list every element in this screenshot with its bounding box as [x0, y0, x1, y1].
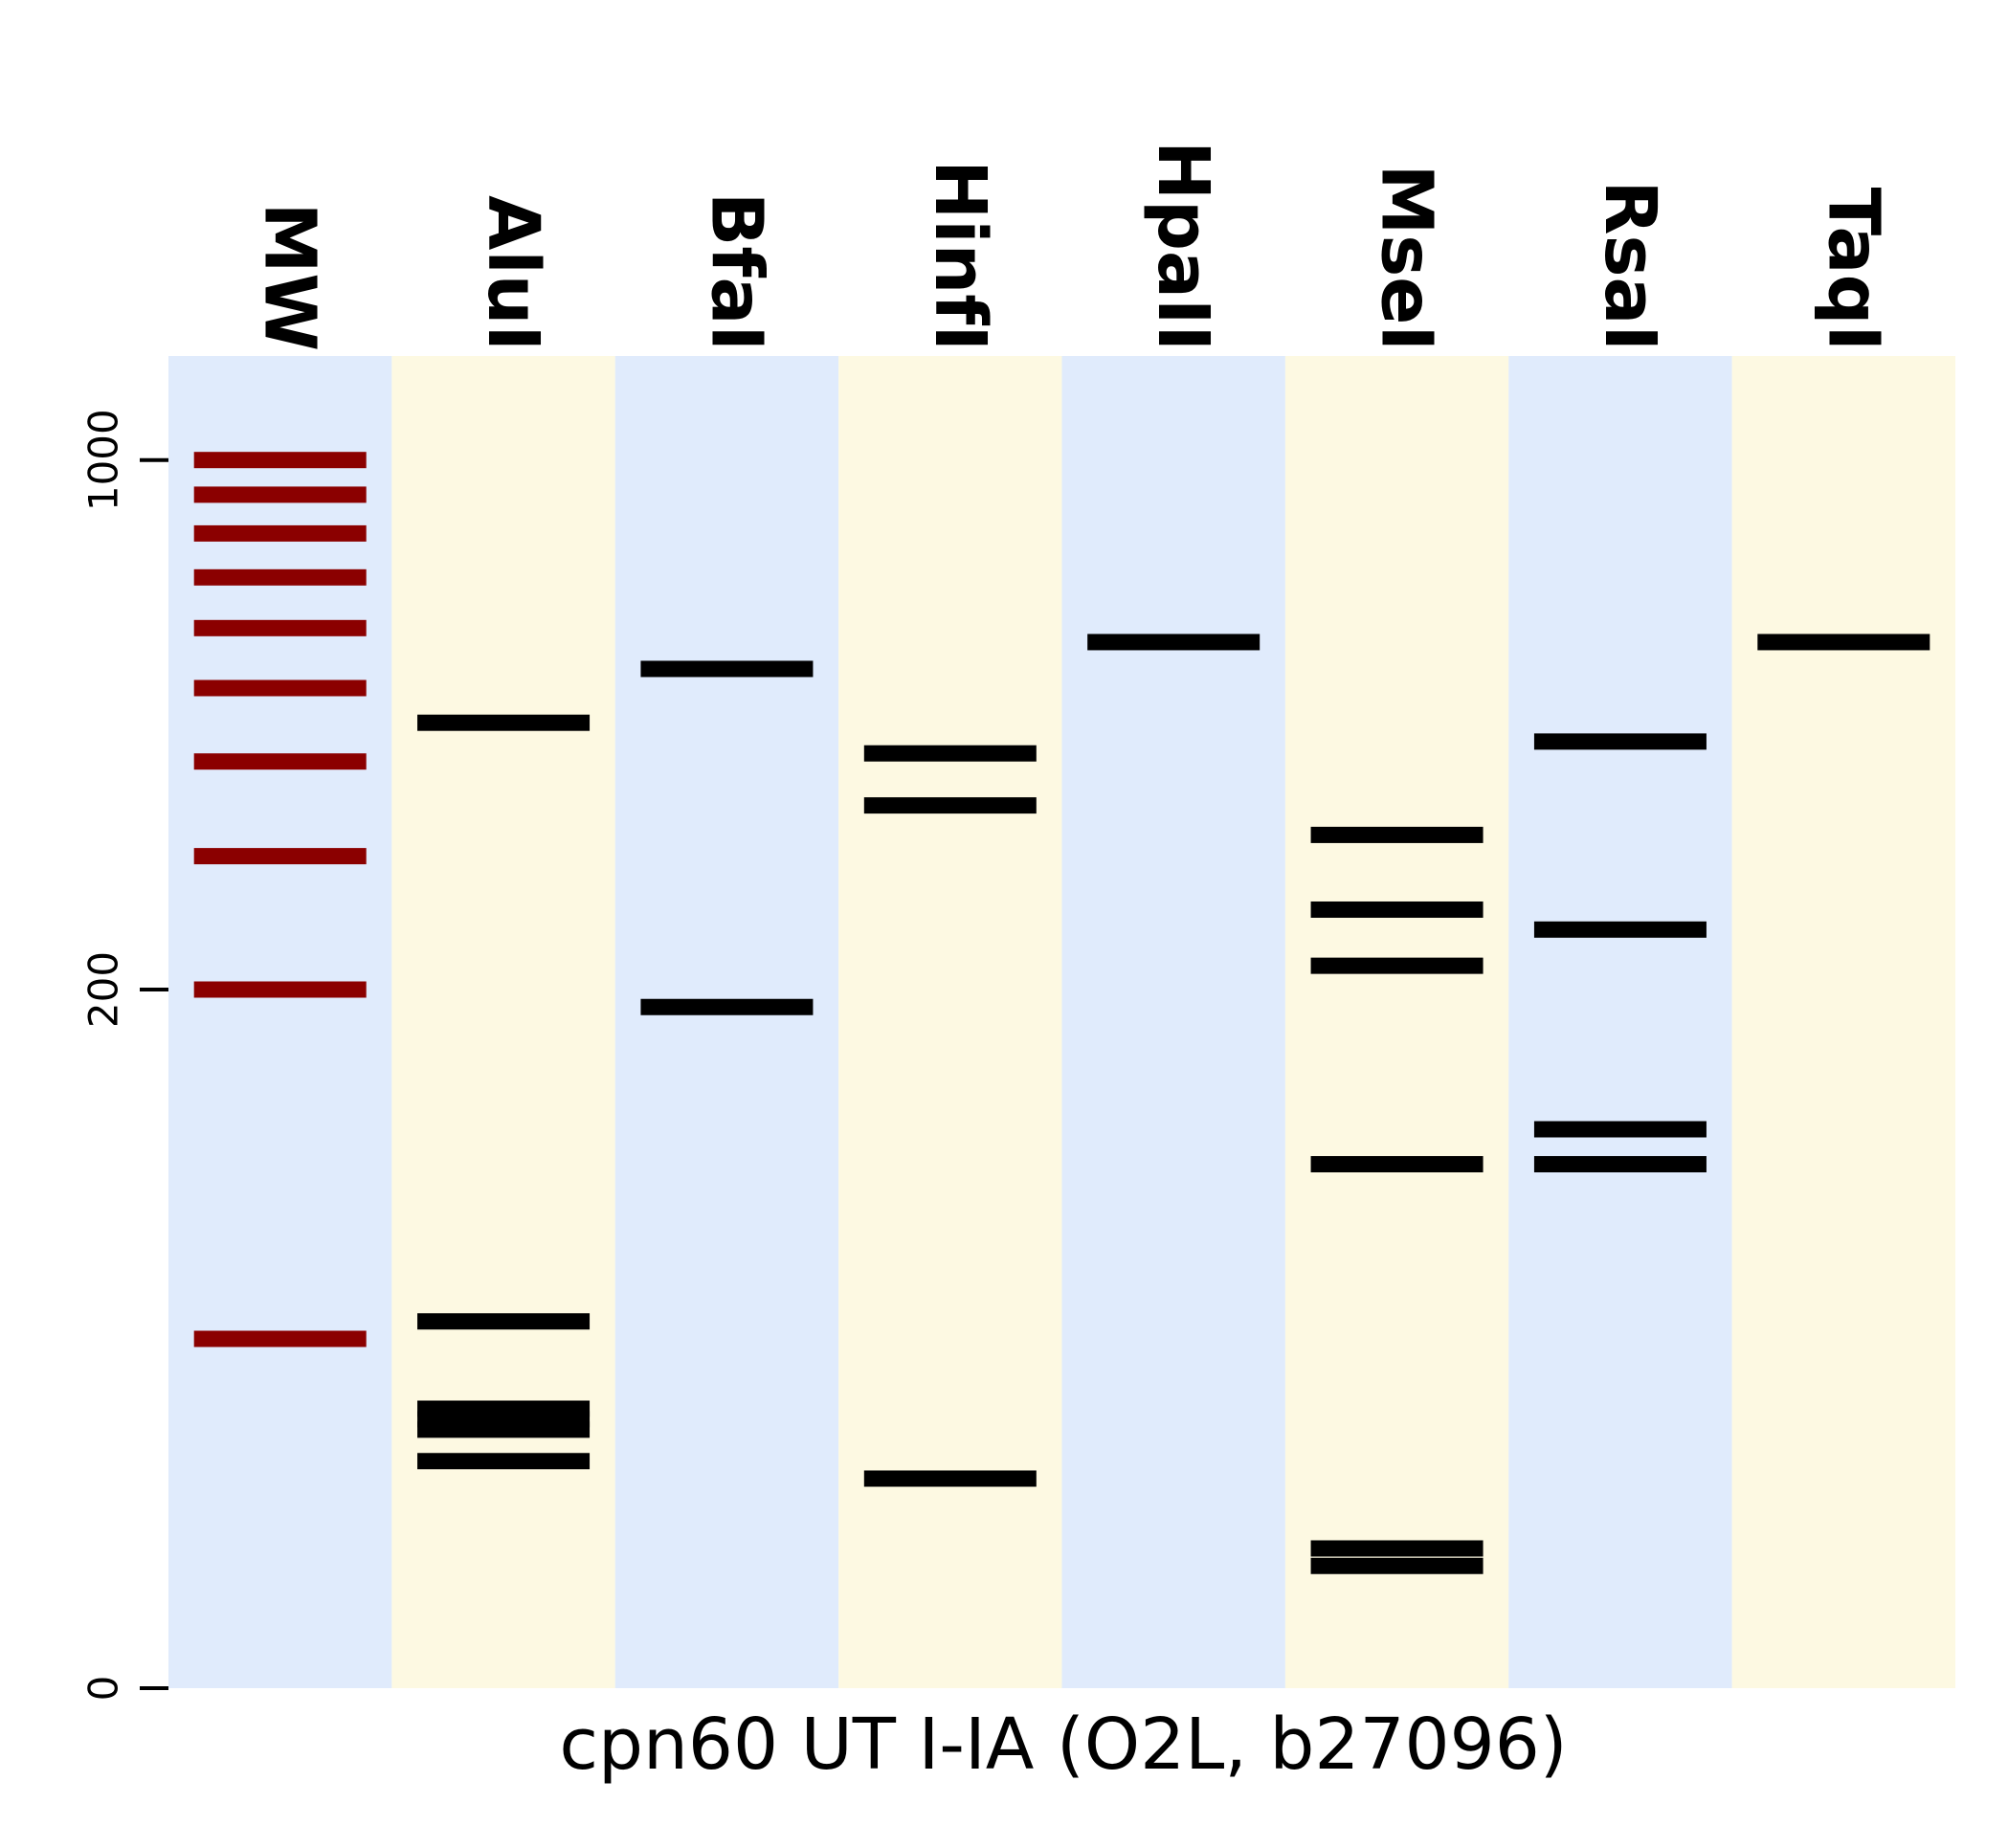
lane-background-taqi: [1731, 356, 1955, 1688]
lane-background-msei: [1284, 356, 1509, 1688]
lane-label-hinfi: HinfI: [919, 160, 1001, 351]
band-mw-800: [193, 524, 367, 542]
band-rsai-150: [1533, 1156, 1707, 1172]
bands: [193, 452, 1930, 1574]
band-rsai-425: [1533, 733, 1707, 750]
lane-label-bfai: BfaI: [695, 192, 777, 351]
band-rsai-160: [1533, 1121, 1707, 1138]
band-hinfi-350: [863, 797, 1037, 814]
lane-label-msei: MseI: [1366, 165, 1448, 351]
band-hinfi-410: [863, 745, 1037, 762]
band-mw-500: [193, 679, 367, 697]
y-axis: 0 200 1000: [80, 409, 168, 1702]
lane-label-alui: AluI: [472, 195, 554, 351]
lane-backgrounds: [168, 356, 1955, 1688]
band-mw-400: [193, 753, 367, 770]
band-alui-450: [417, 714, 591, 731]
lane-background-alui: [391, 356, 615, 1688]
band-msei-215: [1310, 957, 1484, 974]
lane-background-hinfi: [838, 356, 1062, 1688]
band-bfai-195: [640, 998, 814, 1015]
band-taqi-575: [1757, 634, 1930, 651]
band-hpaii-575: [1087, 634, 1261, 651]
band-alui-65: [417, 1453, 591, 1470]
band-msei-40: [1310, 1540, 1484, 1557]
band-mw-900: [193, 486, 367, 503]
lane-background-mw: [168, 356, 392, 1688]
band-mw-200: [193, 981, 367, 998]
band-mw-600: [193, 619, 367, 636]
lane-background-hpaii: [1061, 356, 1285, 1688]
y-tick-label-200: 200: [80, 951, 127, 1028]
lane-background-rsai: [1508, 356, 1732, 1688]
band-bfai-530: [640, 660, 814, 678]
band-alui-74: [417, 1421, 591, 1438]
band-mw-700: [193, 568, 367, 586]
lane-label-rsai: RsaI: [1589, 181, 1671, 352]
lane-labels: MW AluI BfaI HinfI HpaII MseI RsaI TaqI: [249, 141, 1895, 351]
lane-label-hpaii: HpaII: [1142, 141, 1224, 351]
y-tick-label-1000: 1000: [80, 409, 127, 511]
band-msei-35: [1310, 1557, 1484, 1574]
y-tick-label-0: 0: [80, 1676, 127, 1702]
lane-background-bfai: [614, 356, 839, 1688]
band-msei-150: [1310, 1156, 1484, 1172]
band-mw-1000: [193, 452, 367, 469]
band-mw-300: [193, 848, 367, 865]
band-mw-100: [193, 1330, 367, 1347]
band-msei-320: [1310, 826, 1484, 843]
lane-label-taqi: TaqI: [1812, 188, 1894, 351]
band-alui-105: [417, 1313, 591, 1330]
band-hinfi-60: [863, 1470, 1037, 1487]
band-msei-255: [1310, 901, 1484, 918]
lane-label-mw: MW: [249, 203, 331, 351]
x-axis-label: cpn60 UT I-IA (O2L, b27096): [559, 1703, 1567, 1786]
band-rsai-240: [1533, 921, 1707, 938]
